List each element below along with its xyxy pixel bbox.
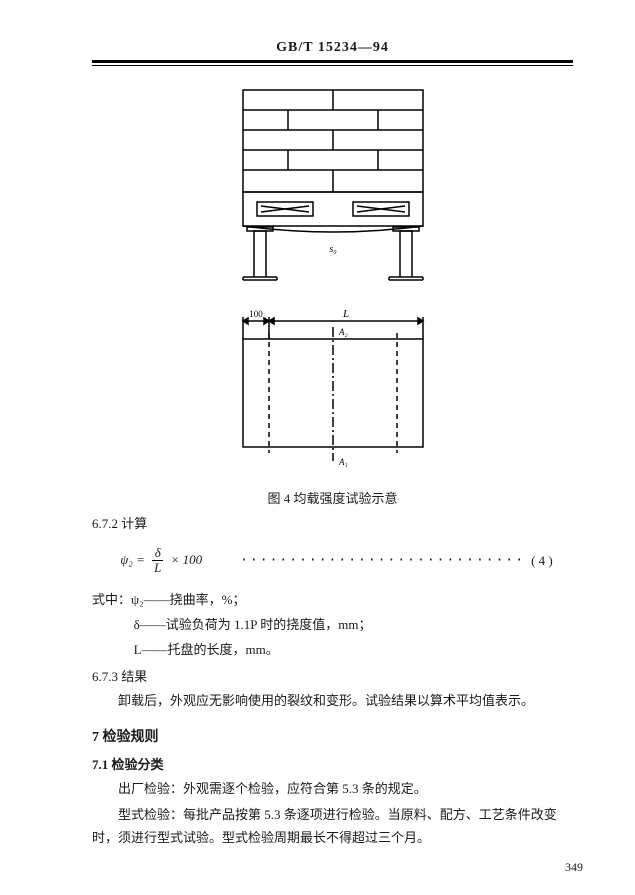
where-delta: δ——试验负荷为 1.1P 时的挠度值，mm； (92, 613, 573, 636)
sag-label: s₀ (329, 244, 337, 255)
eq-sign: = (136, 552, 145, 567)
left-support-icon (243, 227, 277, 280)
equation-4: ψ₂ = δ L × 100 ·························… (92, 546, 573, 576)
dim-100-label: 100 (249, 309, 263, 319)
a1-label: A₁ (338, 457, 348, 467)
right-support-icon (389, 227, 423, 280)
pallet-outline-icon (243, 192, 423, 226)
figure-4-top-svg: s₀ (213, 84, 453, 284)
where-L: L——托盘的长度，mm。 (92, 638, 573, 661)
figure-4: s₀ (92, 84, 573, 478)
sec-6-7-2-heading: 6.7.2 计算 (92, 513, 573, 532)
sec-7-1-line1: 出厂检验：外观需逐个检验，应符合第 5.3 条的规定。 (92, 777, 573, 800)
eq-frac-num: δ (152, 546, 163, 561)
sec-7-1-heading: 7.1 检验分类 (92, 754, 573, 773)
eq-times: × 100 (171, 552, 203, 567)
eq-lhs: ψ₂ (120, 552, 133, 567)
sec-7-heading: 7 检验规则 (92, 726, 573, 746)
a2-label: A₂ (338, 327, 348, 337)
where-psi: 式中：ψ₂——挠曲率，%； (92, 588, 573, 611)
eq-dots: ····························· (240, 553, 525, 568)
standard-header: GB/T 15234—94 (92, 40, 573, 63)
sec-6-7-3-heading: 6.7.3 结果 (92, 666, 573, 685)
eq-fraction: δ L (152, 546, 163, 576)
page-number: 349 (565, 860, 583, 875)
sec-7-1-line2: 型式检验：每批产品按第 5.3 条逐项进行检验。当原料、配方、工艺条件改变时，须… (92, 803, 573, 850)
dim-L-label: L (341, 308, 348, 320)
figure-4-bottom-svg: 100 L A₂ A₁ (213, 303, 453, 473)
equation-4-body: ψ₂ = δ L × 100 (112, 546, 210, 576)
figure-4-caption: 图 4 均载强度试验示意 (92, 488, 573, 507)
header-rule (92, 65, 573, 66)
sec-6-7-3-body: 卸载后，外观应无影响使用的裂纹和变形。试验结果以算术平均值表示。 (92, 689, 573, 712)
eq-number: ( 4 ) (531, 553, 553, 569)
eq-frac-den: L (152, 561, 163, 575)
page: GB/T 15234—94 (0, 0, 635, 871)
